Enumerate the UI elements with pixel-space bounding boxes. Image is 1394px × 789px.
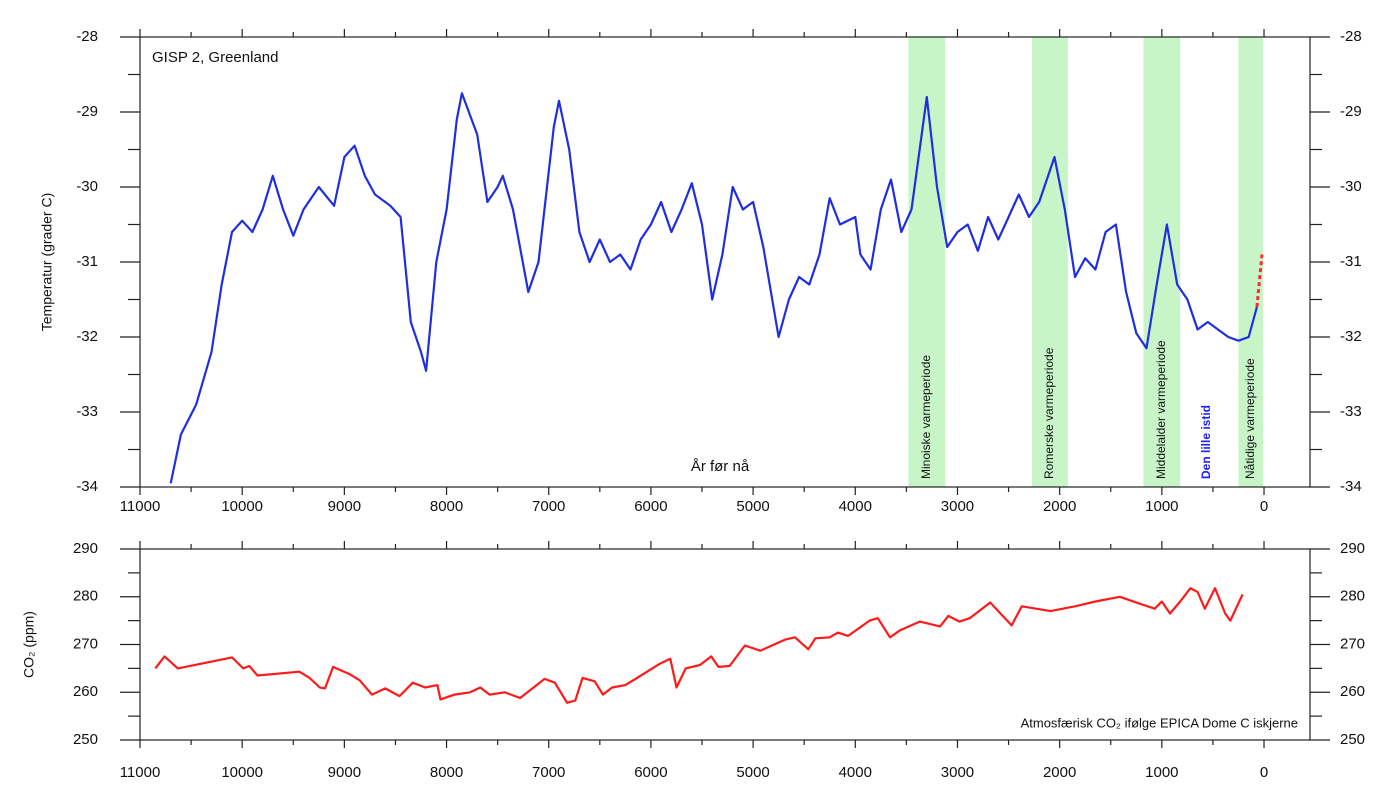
y-tick-label-right: -31 (1340, 253, 1362, 270)
y-tick-label: -34 (76, 478, 98, 495)
y-axis-label: Temperatur (grader C) (39, 193, 55, 332)
x-tick-label: 6000 (634, 498, 667, 515)
data-line (1255, 254, 1264, 308)
y-tick-label-right: 280 (1340, 588, 1365, 605)
y-tick-label-right: -33 (1340, 403, 1362, 420)
y-tick-label-right: 250 (1340, 731, 1365, 748)
x-tick-label: 0 (1260, 498, 1268, 515)
x-tick-label: 11000 (120, 764, 161, 781)
x-tick-label: 11000 (120, 498, 161, 515)
y-tick-label-right: 260 (1340, 683, 1365, 700)
band-label: Middelalder varmeperiode (1154, 340, 1168, 479)
y-tick-label: 250 (73, 731, 98, 748)
x-tick-label: 5000 (736, 764, 769, 781)
plot-frame (139, 548, 1311, 741)
y-tick-label-right: 290 (1340, 540, 1365, 557)
x-tick-label: 7000 (532, 498, 565, 515)
y-tick-label-right: -30 (1340, 178, 1362, 195)
x-tick-label: 4000 (839, 764, 872, 781)
y-tick-label: -32 (76, 328, 98, 345)
y-tick-label: -31 (76, 253, 98, 270)
warm-period-band (1238, 37, 1263, 487)
x-axis-label: År før nå (691, 458, 750, 475)
x-tick-label: 8000 (430, 764, 463, 781)
y-tick-label-right: -28 (1340, 28, 1362, 45)
x-tick-label: 5000 (736, 498, 769, 515)
x-tick-label: 8000 (430, 498, 463, 515)
x-tick-label: 7000 (532, 764, 565, 781)
y-tick-label: 290 (73, 540, 98, 557)
warm-period-band (1032, 37, 1068, 487)
x-tick-label: 6000 (634, 764, 667, 781)
x-tick-label: 4000 (839, 498, 872, 515)
y-tick-label-right: -32 (1340, 328, 1362, 345)
x-tick-label: 3000 (941, 764, 974, 781)
band-label: Nåtidige varmeperiode (1243, 358, 1257, 479)
y-tick-label: -29 (76, 103, 98, 120)
y-axis-label: CO₂ (ppm) (21, 611, 37, 678)
y-tick-label: -30 (76, 178, 98, 195)
y-tick-label: 260 (73, 683, 98, 700)
x-tick-label: 0 (1260, 764, 1268, 781)
x-tick-label: 1000 (1145, 764, 1178, 781)
x-tick-label: 10000 (221, 498, 263, 515)
annotation: Den lille istid (1199, 405, 1213, 479)
plot-frame (139, 36, 1311, 488)
warm-period-band (908, 37, 946, 487)
data-line (169, 92, 1258, 484)
x-tick-label: 10000 (221, 764, 263, 781)
x-tick-label: 2000 (1043, 498, 1076, 515)
x-tick-label: 1000 (1145, 498, 1178, 515)
y-tick-label-right: -29 (1340, 103, 1362, 120)
y-tick-label: 270 (73, 635, 98, 652)
y-tick-label: -28 (76, 28, 98, 45)
x-tick-label: 9000 (328, 764, 361, 781)
data-line (154, 587, 1244, 704)
y-tick-label-right: -34 (1340, 478, 1362, 495)
x-tick-label: 9000 (328, 498, 361, 515)
band-label: Romerske varmeperiode (1042, 347, 1056, 479)
band-label: Minoiske varmeperiode (919, 355, 933, 479)
y-tick-label: 280 (73, 588, 98, 605)
y-tick-label: -33 (76, 403, 98, 420)
x-tick-label: 3000 (941, 498, 974, 515)
x-tick-label: 2000 (1043, 764, 1076, 781)
panel-annotation: Atmosfærisk CO₂ ifølge EPICA Dome C iskj… (1021, 715, 1298, 730)
y-tick-label-right: 270 (1340, 635, 1365, 652)
panel-title: GISP 2, Greenland (152, 49, 278, 66)
